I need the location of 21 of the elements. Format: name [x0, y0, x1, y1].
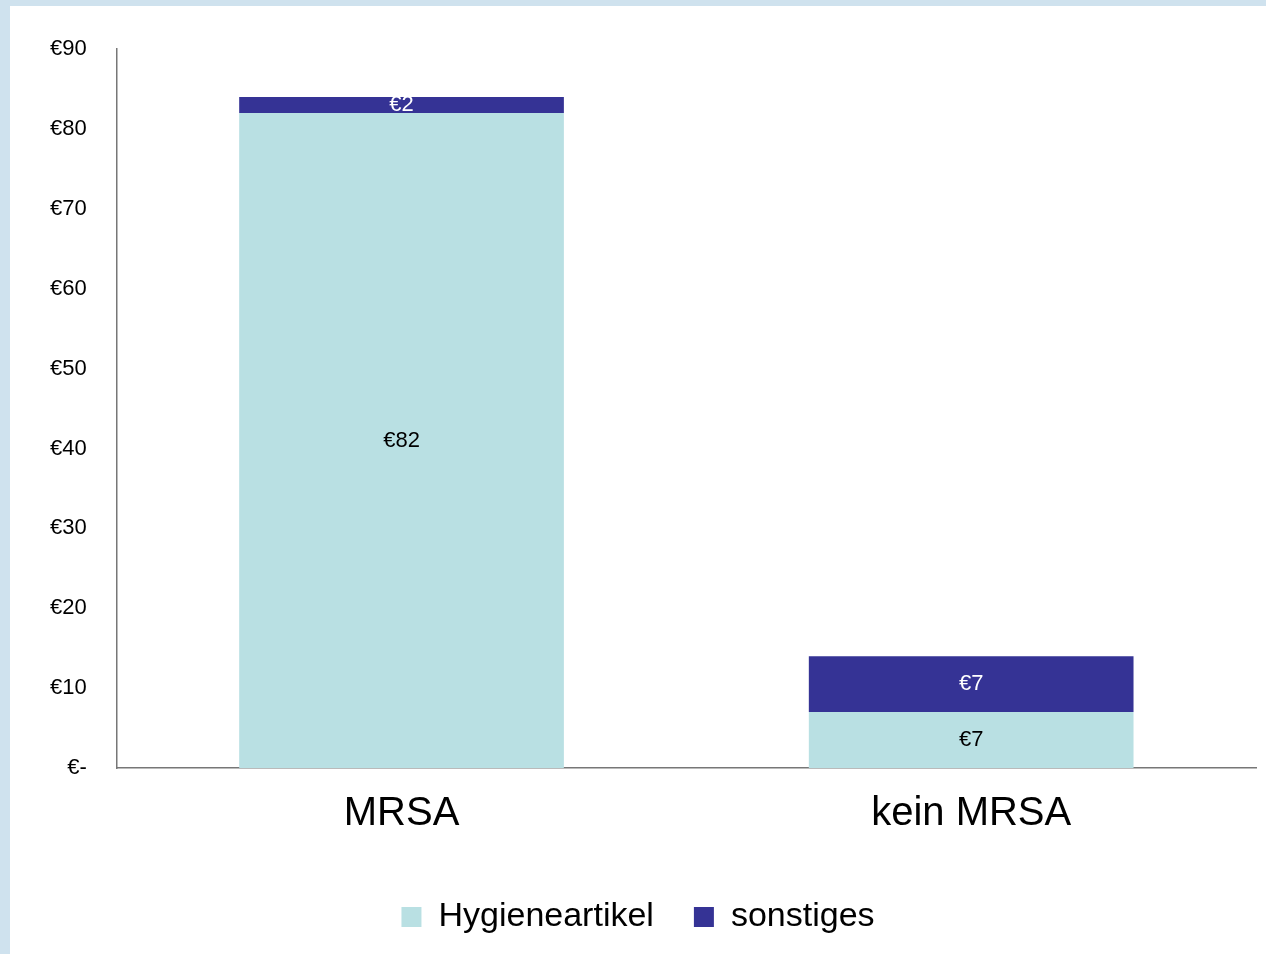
bar: [239, 113, 564, 768]
bar: [239, 97, 564, 114]
bar: [808, 712, 1134, 768]
y-tick-label: €70: [49, 195, 87, 220]
x-tick-label: MRSA: [343, 789, 460, 834]
x-tick-label: kein MRSA: [871, 789, 1072, 834]
y-tick-label: €30: [49, 514, 87, 540]
legend-label: Hygieneartikel: [438, 895, 654, 934]
y-tick-label: €60: [49, 274, 87, 300]
data-label: €82: [383, 426, 420, 452]
y-tick-label: €80: [49, 115, 87, 141]
y-tick-label: €40: [49, 434, 87, 460]
legend-label: sonstiges: [730, 895, 875, 934]
data-label: €7: [958, 726, 984, 752]
bar: [808, 656, 1134, 713]
y-tick-label: €50: [49, 354, 87, 380]
y-tick-label: €20: [49, 594, 87, 620]
data-label: €7: [958, 670, 984, 696]
y-tick-label: €10: [49, 674, 87, 700]
y-tick-label: €-: [67, 754, 87, 780]
y-tick-label: €90: [49, 35, 87, 61]
